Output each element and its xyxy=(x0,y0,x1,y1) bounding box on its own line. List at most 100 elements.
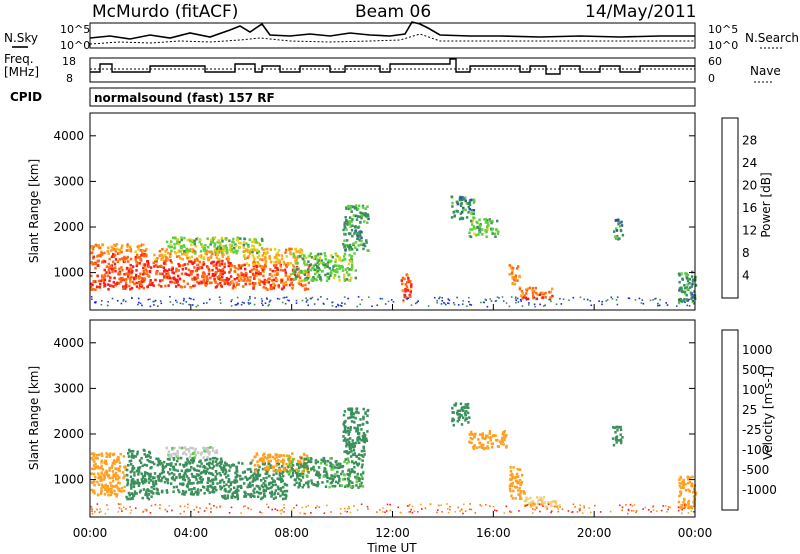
power-ground-cell xyxy=(339,304,342,307)
velocity-ground-cell xyxy=(385,510,388,512)
velocity-ground-cell xyxy=(150,504,153,507)
power-cell xyxy=(358,233,362,236)
power-cell xyxy=(139,244,142,248)
power-cell xyxy=(347,262,351,266)
power-cell xyxy=(97,279,101,283)
power-cell xyxy=(95,285,99,289)
velocity-ground-cell xyxy=(553,505,556,508)
velocity-cell xyxy=(133,474,136,477)
power-cell xyxy=(313,268,316,272)
velocity-cell xyxy=(168,455,171,458)
velocity-cell xyxy=(271,455,275,459)
velocity-cell xyxy=(686,475,689,479)
power-cell xyxy=(283,268,287,272)
velocity-cell xyxy=(200,475,203,479)
power-cell xyxy=(489,219,492,223)
power-cell xyxy=(149,266,153,269)
velocity-cell xyxy=(191,457,194,460)
power-cell xyxy=(225,251,229,254)
velocity-cell xyxy=(172,452,176,456)
velocity-ground-cell xyxy=(539,510,541,513)
velocity-ground-cell xyxy=(619,504,621,507)
power-cell xyxy=(244,257,247,260)
power-cell xyxy=(277,253,280,257)
power-ground-cell xyxy=(376,304,378,306)
power-cell xyxy=(490,221,493,225)
power-ground-cell xyxy=(172,303,174,306)
velocity-cell xyxy=(502,443,505,446)
velocity-cell xyxy=(317,482,320,486)
velocity-cell xyxy=(316,480,319,484)
velocity-cell xyxy=(317,473,321,476)
power-ground-cell xyxy=(654,298,656,300)
velocity-cell xyxy=(358,441,361,445)
velocity-cell xyxy=(194,491,197,494)
velocity-ground-cell xyxy=(303,512,306,515)
power-cell xyxy=(460,198,464,202)
power-cell xyxy=(295,265,299,269)
power-cell xyxy=(231,244,234,247)
power-cell xyxy=(262,274,265,278)
power-cell xyxy=(135,275,138,278)
power-cell xyxy=(232,282,235,286)
velocity-cell xyxy=(303,453,306,457)
velocity-cell xyxy=(198,481,202,484)
velocity-cell xyxy=(325,463,328,467)
velocity-cell xyxy=(178,463,182,466)
power-ground-cell xyxy=(390,299,393,301)
velocity-ground-cell xyxy=(579,504,581,506)
velocity-cell xyxy=(350,409,354,412)
velocity-cell xyxy=(355,441,358,445)
velocity-ground-cell xyxy=(468,508,471,511)
velocity-ground-cell xyxy=(579,507,581,510)
power-cell xyxy=(285,265,288,269)
power-scatter-data xyxy=(90,195,698,308)
power-cell xyxy=(331,255,334,259)
power-cell xyxy=(284,274,287,277)
power-cell xyxy=(302,254,306,257)
power-cell xyxy=(268,277,271,281)
power-cell xyxy=(134,258,137,261)
velocity-ground-cell xyxy=(660,509,663,512)
velocity-cell xyxy=(145,491,148,494)
velocity-cell xyxy=(190,490,193,494)
power-cell xyxy=(318,273,321,277)
velocity-cell xyxy=(258,492,261,495)
velocity-cell xyxy=(260,479,263,482)
power-cell xyxy=(262,286,265,289)
nsearch-label: N.Search xyxy=(745,31,799,45)
power-cell xyxy=(331,268,335,271)
velocity-ground-cell xyxy=(104,512,107,515)
velocity-cell xyxy=(131,468,134,471)
power-cell xyxy=(153,253,156,257)
power-cell xyxy=(282,260,286,264)
power-cell xyxy=(163,275,166,278)
velocity-cell xyxy=(282,462,285,466)
velocity-cell xyxy=(108,476,111,480)
velocity-cell xyxy=(128,460,131,463)
velocity-cell xyxy=(214,475,217,478)
velocity-ground-cell xyxy=(693,511,695,513)
power-cell xyxy=(219,282,222,285)
power-cell xyxy=(340,266,343,269)
power-cell xyxy=(262,248,265,252)
power-cell xyxy=(347,279,351,282)
velocity-cell xyxy=(278,455,281,459)
power-cell xyxy=(112,281,115,284)
power-cell xyxy=(616,235,619,238)
velocity-cell xyxy=(99,479,102,482)
velocity-colorbar-tick: 500 xyxy=(742,363,765,377)
power-cell xyxy=(120,266,123,269)
velocity-cell xyxy=(173,473,176,476)
power-cell xyxy=(183,263,186,266)
velocity-ground-cell xyxy=(492,505,495,508)
velocity-cell xyxy=(296,476,299,479)
velocity-cell xyxy=(98,453,101,457)
velocity-cell xyxy=(683,502,687,506)
power-cell xyxy=(228,239,231,243)
velocity-ground-cell xyxy=(687,512,690,514)
velocity-cell xyxy=(464,413,467,417)
power-cell xyxy=(112,285,115,288)
velocity-cell xyxy=(499,440,502,444)
velocity-cell xyxy=(519,483,522,487)
